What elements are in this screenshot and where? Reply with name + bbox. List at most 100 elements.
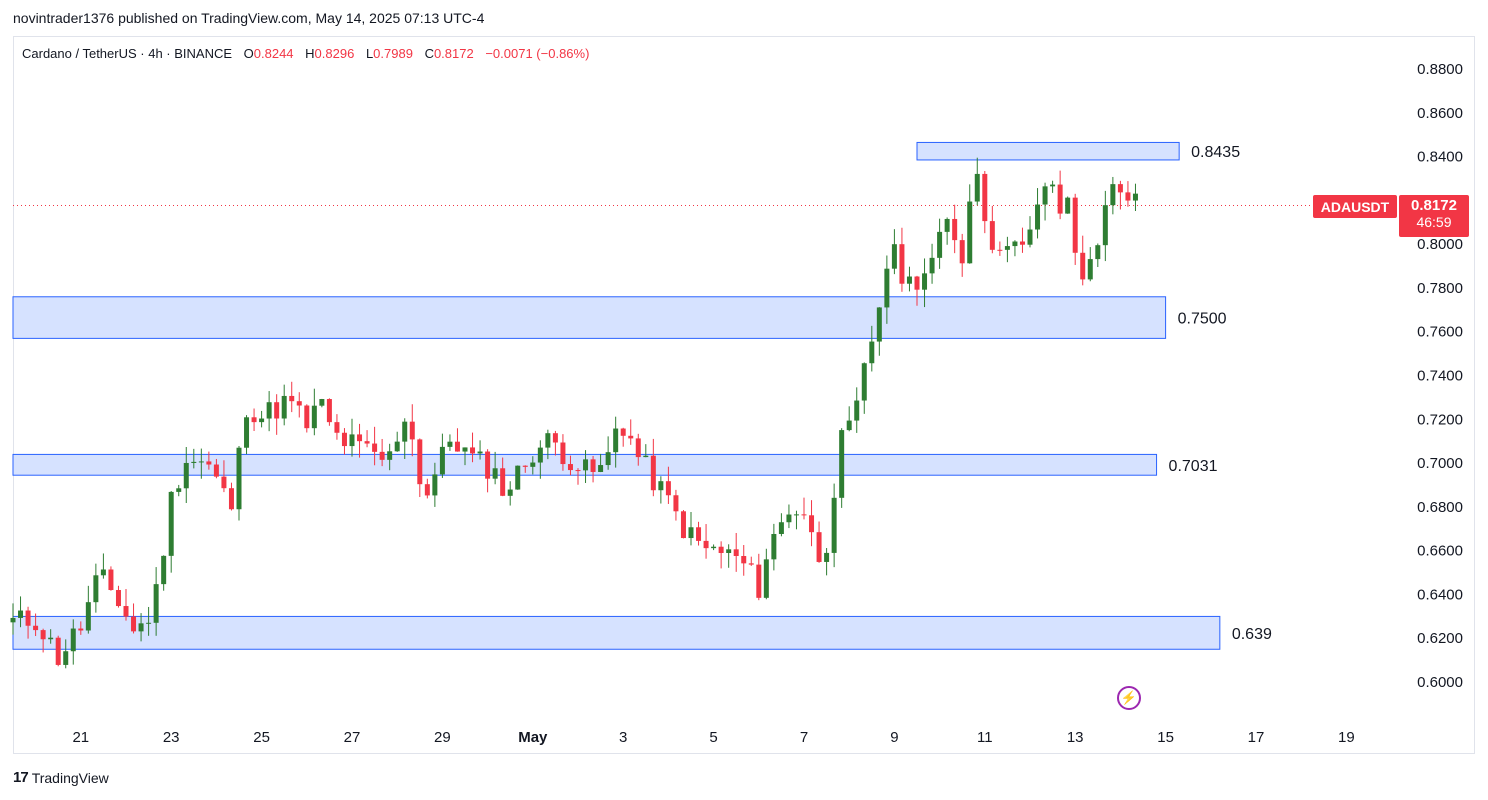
candle-body: [85, 602, 91, 631]
tradingview-logo-icon: 17: [13, 769, 29, 786]
candle-body: [590, 459, 596, 472]
last-price-value: 0.8172: [1411, 197, 1457, 214]
y-axis[interactable]: 0.88000.86000.84000.82000.80000.78000.76…: [1417, 61, 1463, 691]
ticker-badge: ADAUSDT: [1313, 195, 1397, 218]
candle-body: [161, 555, 167, 585]
x-tick-label: May: [518, 729, 548, 746]
candle-body: [974, 173, 980, 202]
candle-body: [40, 630, 46, 640]
footer-brand[interactable]: 17 TradingView: [13, 769, 109, 786]
zone-1[interactable]: [12, 296, 1167, 339]
candle-body: [997, 249, 1003, 251]
candle-body: [598, 465, 604, 472]
y-tick-label: 0.6200: [1417, 630, 1463, 647]
candle-body: [748, 563, 754, 565]
x-axis[interactable]: 21 23 25 27 29 May 3 5 7 9 11 13 15 17 19: [72, 729, 1354, 746]
candle-body: [1072, 197, 1078, 253]
candle-body: [274, 402, 280, 419]
candle-body: [394, 441, 400, 452]
candle-body: [55, 637, 61, 665]
candle-body: [914, 276, 920, 290]
open-value: 0.8244: [253, 46, 294, 61]
candle-body: [1087, 259, 1093, 280]
candle-body: [70, 628, 76, 652]
close-label: C: [424, 46, 434, 61]
bar-countdown: 46:59: [1416, 214, 1452, 230]
candle-body: [620, 428, 626, 436]
zone-label-2: 0.7031: [1169, 458, 1218, 475]
candle-body: [1019, 241, 1025, 245]
candle-body: [545, 433, 551, 448]
change-value: −0.0071 (−0.86%): [485, 46, 590, 61]
candle-body: [703, 540, 709, 549]
x-tick-label: 17: [1248, 729, 1265, 746]
y-tick-label: 0.7800: [1417, 280, 1463, 297]
x-tick-label: 15: [1157, 729, 1174, 746]
low-value: 0.7989: [373, 46, 413, 61]
candle-body: [251, 417, 257, 423]
lightning-icon[interactable]: ⚡: [1117, 686, 1141, 710]
candle-body: [146, 622, 152, 624]
candle-body: [319, 399, 325, 406]
published-by-text: novintrader1376 published on TradingView…: [13, 10, 485, 26]
candle-body: [809, 515, 815, 533]
zone-label-3: 0.639: [1232, 626, 1272, 643]
candle-body: [357, 434, 363, 442]
candle-body: [176, 488, 182, 492]
candle-body: [447, 441, 453, 447]
candle-body: [1004, 246, 1010, 250]
symbol-label[interactable]: Cardano / TetherUS · 4h · BINANCE: [22, 46, 233, 61]
candle-body: [552, 433, 558, 443]
candle-body: [537, 447, 543, 463]
candle-body: [673, 495, 679, 512]
candle-body: [952, 218, 958, 241]
candle-body: [831, 497, 837, 553]
chart-frame[interactable]: [13, 36, 1475, 754]
y-tick-label: 0.6400: [1417, 586, 1463, 603]
candle-body: [507, 489, 513, 496]
candle-body: [778, 522, 784, 534]
candle-body: [492, 468, 498, 479]
ohlc-legend: Cardano / TetherUS · 4h · BINANCE O0.824…: [22, 46, 589, 61]
candle-body: [861, 363, 867, 401]
low-label: L: [365, 46, 374, 61]
y-tick-label: 0.7200: [1417, 411, 1463, 428]
brand-name: TradingView: [31, 769, 109, 786]
candle-body: [191, 461, 197, 463]
candle-body: [334, 422, 340, 433]
candle-body: [711, 546, 717, 549]
candle-body: [530, 462, 536, 467]
candle-body: [1065, 197, 1071, 214]
candle-body: [696, 527, 702, 541]
zone-3[interactable]: [12, 615, 1221, 650]
x-tick-label: 29: [434, 729, 451, 746]
candle-body: [1042, 186, 1048, 205]
candle-body: [206, 461, 212, 465]
candle-body: [183, 462, 189, 489]
candle-body: [63, 651, 69, 665]
candle-body: [884, 268, 890, 308]
candle-body: [304, 405, 310, 429]
candle-body: [123, 606, 129, 617]
candle-body: [379, 451, 385, 460]
candle-body: [48, 637, 54, 640]
y-tick-label: 0.7000: [1417, 455, 1463, 472]
candle-body: [763, 559, 769, 598]
candle-body: [876, 307, 882, 342]
candle-body: [10, 617, 16, 623]
candle-body: [198, 461, 204, 463]
candle-body: [771, 533, 777, 560]
candle-body: [515, 465, 521, 490]
candle-body: [402, 421, 408, 442]
candle-body: [168, 491, 174, 556]
candle-body: [628, 435, 634, 439]
x-tick-label: 11: [977, 729, 993, 746]
x-tick-label: 9: [890, 729, 898, 746]
candle-body: [1110, 184, 1116, 206]
close-value: 0.8172: [433, 46, 474, 61]
x-tick-label: 27: [344, 729, 361, 746]
zone-0[interactable]: [916, 141, 1180, 161]
candle-body: [824, 552, 830, 562]
candle-body: [244, 417, 250, 448]
